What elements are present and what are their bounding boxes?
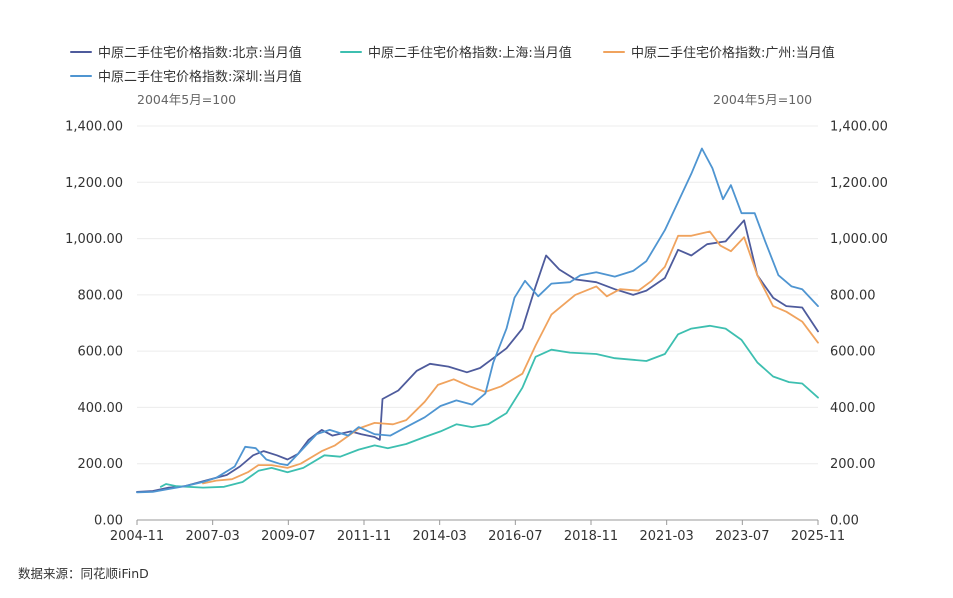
- y-tick-label-left: 1,000.00: [65, 232, 123, 247]
- legend-swatch-shenzhen: [70, 74, 92, 77]
- y-tick-label-left: 800.00: [78, 288, 124, 303]
- y-tick-label-left: 0.00: [94, 514, 123, 529]
- y-tick-label-right: 1,000.00: [830, 232, 888, 247]
- legend-label-beijing: 中原二手住宅价格指数:北京:当月值: [98, 46, 302, 61]
- y-tick-label-right: 400.00: [830, 401, 876, 416]
- y-tick-label-left: 200.00: [78, 457, 124, 472]
- series-line-1: [159, 324, 819, 489]
- series-line-0: [136, 219, 819, 493]
- y-tick-label-right: 800.00: [830, 288, 876, 303]
- x-tick-label: 2025-11: [791, 529, 845, 544]
- legend-item-shanghai[interactable]: 中原二手住宅价格指数:上海:当月值: [340, 42, 572, 61]
- x-tick-label: 2007-03: [186, 529, 240, 544]
- y-tick-label-left: 1,400.00: [65, 120, 123, 135]
- x-tick-label: 2014-03: [413, 529, 467, 544]
- y-tick-label-left: 400.00: [78, 401, 124, 416]
- y-tick-label-left: 600.00: [78, 345, 124, 360]
- legend-swatch-beijing: [70, 50, 92, 53]
- legend-item-beijing[interactable]: 中原二手住宅价格指数:北京:当月值: [70, 42, 302, 61]
- y-tick-label-right: 1,200.00: [830, 176, 888, 191]
- series-line-3: [136, 147, 819, 494]
- x-tick-label: 2016-07: [488, 529, 542, 544]
- series-line-2: [202, 230, 819, 485]
- y-tick-label-right: 1,400.00: [830, 120, 888, 135]
- x-tick-label: 2011-11: [337, 529, 391, 544]
- legend-item-shenzhen[interactable]: 中原二手住宅价格指数:深圳:当月值: [70, 66, 302, 85]
- left-axis-unit: 2004年5月=100: [137, 92, 237, 107]
- x-tick-label: 2023-07: [715, 529, 769, 544]
- x-tick-label: 2004-11: [110, 529, 164, 544]
- legend-swatch-shanghai: [340, 50, 362, 53]
- legend-label-shenzhen: 中原二手住宅价格指数:深圳:当月值: [98, 70, 302, 85]
- legend-item-guangzhou[interactable]: 中原二手住宅价格指数:广州:当月值: [603, 42, 835, 61]
- x-tick-label: 2009-07: [261, 529, 315, 544]
- y-tick-label-right: 600.00: [830, 345, 876, 360]
- legend-label-shanghai: 中原二手住宅价格指数:上海:当月值: [368, 46, 572, 61]
- x-tick-label: 2021-03: [640, 529, 694, 544]
- y-tick-label-left: 1,200.00: [65, 176, 123, 191]
- data-source: 数据来源：同花顺iFinD: [18, 566, 149, 581]
- x-tick-label: 2018-11: [564, 529, 618, 544]
- legend-swatch-guangzhou: [603, 50, 625, 53]
- y-tick-label-right: 0.00: [830, 514, 859, 529]
- right-axis-unit: 2004年5月=100: [713, 92, 813, 107]
- legend-label-guangzhou: 中原二手住宅价格指数:广州:当月值: [631, 46, 835, 61]
- y-tick-label-right: 200.00: [830, 457, 876, 472]
